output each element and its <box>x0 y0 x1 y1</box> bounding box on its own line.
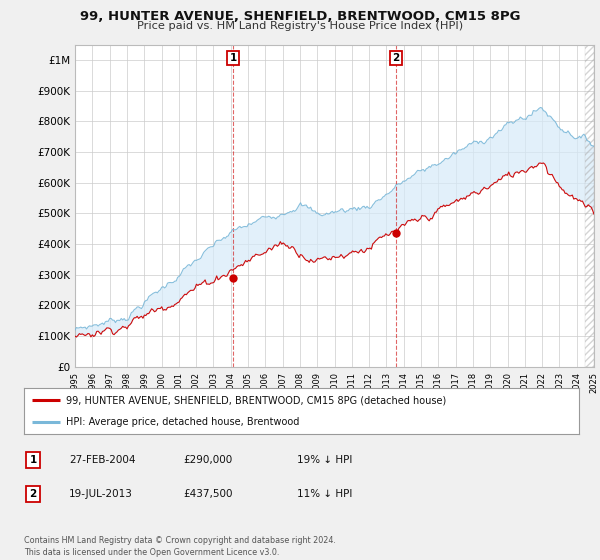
Text: 2: 2 <box>392 53 400 63</box>
Text: 99, HUNTER AVENUE, SHENFIELD, BRENTWOOD, CM15 8PG: 99, HUNTER AVENUE, SHENFIELD, BRENTWOOD,… <box>80 10 520 23</box>
Text: HPI: Average price, detached house, Brentwood: HPI: Average price, detached house, Bren… <box>65 417 299 427</box>
Text: £290,000: £290,000 <box>183 455 232 465</box>
Text: Price paid vs. HM Land Registry's House Price Index (HPI): Price paid vs. HM Land Registry's House … <box>137 21 463 31</box>
Text: 19% ↓ HPI: 19% ↓ HPI <box>297 455 352 465</box>
Text: 99, HUNTER AVENUE, SHENFIELD, BRENTWOOD, CM15 8PG (detached house): 99, HUNTER AVENUE, SHENFIELD, BRENTWOOD,… <box>65 395 446 405</box>
Text: 27-FEB-2004: 27-FEB-2004 <box>69 455 136 465</box>
Text: 19-JUL-2013: 19-JUL-2013 <box>69 489 133 499</box>
Text: Contains HM Land Registry data © Crown copyright and database right 2024.
This d: Contains HM Land Registry data © Crown c… <box>24 536 336 557</box>
Text: 11% ↓ HPI: 11% ↓ HPI <box>297 489 352 499</box>
Text: 2: 2 <box>29 489 37 499</box>
Text: 1: 1 <box>29 455 37 465</box>
Text: £437,500: £437,500 <box>183 489 233 499</box>
Text: 1: 1 <box>230 53 237 63</box>
